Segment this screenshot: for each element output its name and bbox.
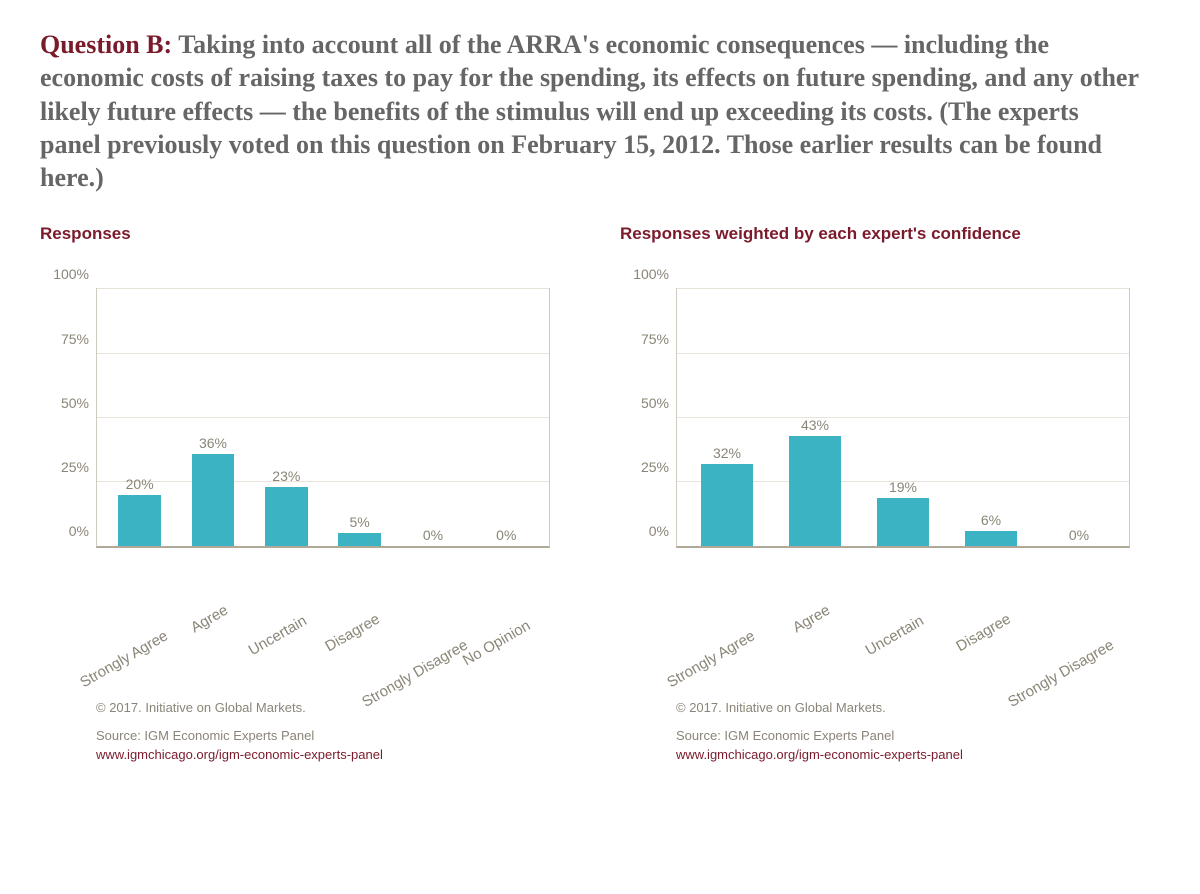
bar [192,454,235,547]
x-label-slot: Strongly Disagree [397,578,471,698]
charts-row: Responses 0% 25% 50% 75% 100% 20% 36% 23% 5% 0% 0%… [40,224,1160,765]
bar-value-label: 0% [496,527,516,543]
bar [118,495,161,546]
bar-value-label: 0% [1069,527,1089,543]
bar-slot: 23% [250,289,323,546]
x-axis-labels: Strongly AgreeAgreeUncertainDisagreeStro… [96,578,550,698]
plot-area: 0%25%50%75%100%20%36%23%5%0%0% [96,288,550,548]
bar-slot: 43% [771,289,859,546]
bar-slot: 0% [470,289,543,546]
bar [701,464,752,546]
bar [965,531,1016,546]
bar-value-label: 43% [801,417,829,433]
question-heading: Question B: Taking into account all of t… [40,28,1140,194]
question-text: Taking into account all of the ARRA's ec… [40,30,1139,192]
x-label-slot: Agree [176,578,250,698]
source-link[interactable]: www.igmchicago.org/igm-economic-experts-… [676,747,963,762]
bar-value-label: 0% [423,527,443,543]
bar-value-label: 23% [272,468,300,484]
y-tick-label: 75% [61,331,97,347]
y-tick-label: 0% [649,523,677,539]
bar-value-label: 36% [199,435,227,451]
bar-value-label: 19% [889,479,917,495]
y-tick-label: 25% [61,459,97,475]
source-link[interactable]: www.igmchicago.org/igm-economic-experts-… [96,747,383,762]
source-text: Source: IGM Economic Experts Panel [96,726,560,746]
bar-slot: 19% [859,289,947,546]
bar-slot: 32% [683,289,771,546]
bar [265,487,308,546]
bar [789,436,840,547]
question-label: Question B: [40,30,172,59]
bars-container: 32% 43% 19% 6% 0% [677,289,1129,546]
x-axis-labels: Strongly AgreeAgreeUncertainDisagreeStro… [676,578,1130,698]
bar-value-label: 20% [126,476,154,492]
bar-slot: 0% [396,289,469,546]
chart-panel-weighted: Responses weighted by each expert's conf… [620,224,1140,765]
x-tick-label: Strongly Disagree [1096,584,1200,658]
x-label-slot: Strongly Agree [682,578,770,698]
bar-slot: 5% [323,289,396,546]
x-tick-label: Agree [820,584,863,619]
bar-value-label: 5% [350,514,370,530]
x-label-slot: Uncertain [859,578,947,698]
y-tick-label: 50% [641,395,677,411]
chart-footer: © 2017. Initiative on Global Markets. So… [96,698,560,765]
x-label-slot: No Opinion [470,578,544,698]
bars-container: 20% 36% 23% 5% 0% 0% [97,289,549,546]
y-tick-label: 25% [641,459,677,475]
x-label-slot: Disagree [947,578,1035,698]
bar-slot: 36% [176,289,249,546]
bar-slot: 20% [103,289,176,546]
chart-box: 0%25%50%75%100%20%36%23%5%0%0% Strongly … [96,278,560,578]
y-tick-label: 75% [641,331,677,347]
copyright-text: © 2017. Initiative on Global Markets. [96,698,560,718]
bar [338,533,381,546]
bar-slot: 0% [1035,289,1123,546]
y-tick-label: 50% [61,395,97,411]
chart-footer: © 2017. Initiative on Global Markets. So… [676,698,1140,765]
chart-box: 0%25%50%75%100%32%43%19%6%0% Strongly Ag… [676,278,1140,578]
y-tick-label: 0% [69,523,97,539]
x-label-slot: Strongly Disagree [1036,578,1124,698]
y-tick-label: 100% [633,266,677,282]
y-tick-label: 100% [53,266,97,282]
chart-title: Responses weighted by each expert's conf… [620,224,1140,272]
bar-value-label: 6% [981,512,1001,528]
plot-area: 0%25%50%75%100%32%43%19%6%0% [676,288,1130,548]
x-label-slot: Uncertain [249,578,323,698]
copyright-text: © 2017. Initiative on Global Markets. [676,698,1140,718]
bar-value-label: 32% [713,445,741,461]
x-label-slot: Agree [770,578,858,698]
source-text: Source: IGM Economic Experts Panel [676,726,1140,746]
bar [877,498,928,547]
x-label-slot: Strongly Agree [102,578,176,698]
bar-slot: 6% [947,289,1035,546]
chart-title: Responses [40,224,560,272]
chart-panel-responses: Responses 0% 25% 50% 75% 100% 20% 36% 23% 5% 0% 0%… [40,224,560,765]
